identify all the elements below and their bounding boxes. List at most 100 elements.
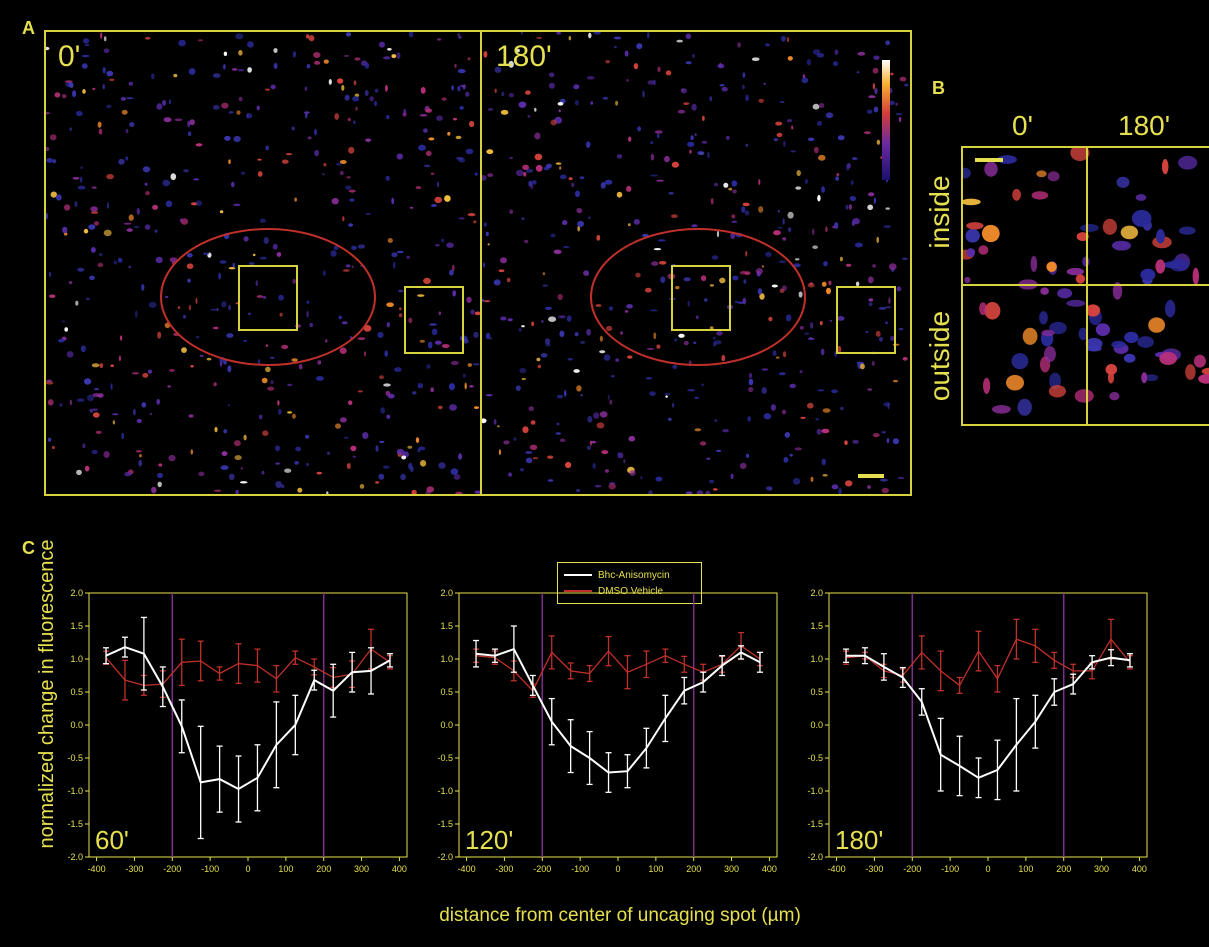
punctum <box>213 489 222 492</box>
punctum <box>876 236 879 244</box>
punctum <box>497 425 500 428</box>
punctum <box>579 176 585 180</box>
legend-item-dmso: DMSO Vehicle <box>564 584 663 598</box>
punctum <box>89 275 95 280</box>
punctum <box>851 180 854 186</box>
punctum <box>383 383 391 387</box>
punctum <box>689 149 692 154</box>
punctum <box>228 267 236 270</box>
x-axis-label: distance from center of uncaging spot (µ… <box>439 905 801 926</box>
punctum <box>418 446 426 451</box>
punctum <box>482 298 485 302</box>
punctum <box>1049 372 1061 389</box>
punctum <box>323 163 327 167</box>
punctum <box>1148 317 1165 333</box>
punctum <box>799 325 804 330</box>
punctum <box>437 38 442 41</box>
punctum <box>243 434 247 441</box>
punctum <box>896 286 902 292</box>
punctum <box>807 402 814 409</box>
punctum <box>1082 256 1090 267</box>
punctum <box>144 224 151 230</box>
punctum <box>265 366 271 373</box>
punctum <box>441 97 447 101</box>
chart-legend: Bhc-Anisomycin DMSO Vehicle <box>557 562 702 604</box>
punctum <box>627 355 633 359</box>
punctum <box>794 258 800 261</box>
punctum <box>758 206 764 213</box>
punctum <box>219 210 224 214</box>
punctum <box>705 490 711 494</box>
punctum <box>375 445 379 452</box>
punctum <box>851 157 858 161</box>
punctum <box>653 332 657 340</box>
punctum <box>292 413 296 419</box>
series-line-dmso <box>845 638 1131 687</box>
punctum <box>761 368 769 371</box>
punctum <box>141 402 147 408</box>
punctum <box>565 461 572 469</box>
punctum <box>660 276 666 283</box>
punctum <box>508 93 514 98</box>
punctum <box>243 339 247 342</box>
punctum <box>92 412 100 418</box>
punctum <box>1040 287 1049 295</box>
punctum <box>46 212 48 220</box>
punctum <box>483 51 488 58</box>
punctum <box>97 393 104 398</box>
punctum <box>401 455 407 460</box>
x-tick-label: -100 <box>941 864 959 874</box>
punctum <box>1131 209 1152 227</box>
punctum <box>1135 194 1147 201</box>
punctum <box>1192 267 1199 285</box>
punctum <box>387 48 392 51</box>
punctum <box>628 136 632 142</box>
punctum <box>86 394 95 402</box>
punctum <box>306 462 309 467</box>
punctum <box>275 481 282 488</box>
punctum <box>1198 374 1209 384</box>
punctum <box>152 204 159 210</box>
punctum <box>206 357 212 361</box>
punctum <box>474 311 480 316</box>
punctum <box>348 400 353 406</box>
punctum <box>826 287 831 295</box>
punctum <box>158 463 163 467</box>
punctum <box>613 36 622 40</box>
punctum <box>836 316 845 321</box>
punctum <box>522 164 529 170</box>
punctum <box>620 331 623 335</box>
punctum <box>699 441 707 446</box>
punctum <box>344 54 349 57</box>
punctum <box>183 314 186 319</box>
punctum <box>1156 229 1165 244</box>
punctum <box>872 83 876 90</box>
punctum <box>162 179 170 187</box>
y-tick-label: 1.5 <box>810 621 823 631</box>
punctum <box>437 181 440 187</box>
punctum <box>595 304 602 307</box>
punctum <box>1066 267 1085 276</box>
punctum <box>647 80 655 85</box>
punctum <box>868 276 874 284</box>
punctum <box>984 302 1001 320</box>
punctum <box>717 63 725 69</box>
punctum <box>287 411 293 414</box>
punctum <box>676 39 683 43</box>
punctum <box>248 262 255 265</box>
punctum <box>506 277 511 283</box>
punctum <box>233 203 241 206</box>
x-tick-label: -400 <box>88 864 106 874</box>
punctum <box>1161 159 1169 175</box>
x-tick-label: 200 <box>1056 864 1071 874</box>
punctum <box>237 68 245 72</box>
punctum <box>386 302 394 308</box>
punctum <box>407 445 413 449</box>
punctum <box>821 458 826 466</box>
punctum <box>978 245 989 255</box>
punctum <box>457 69 466 74</box>
punctum <box>555 162 562 165</box>
punctum <box>354 57 361 61</box>
punctum <box>659 261 667 265</box>
punctum <box>1102 218 1117 235</box>
